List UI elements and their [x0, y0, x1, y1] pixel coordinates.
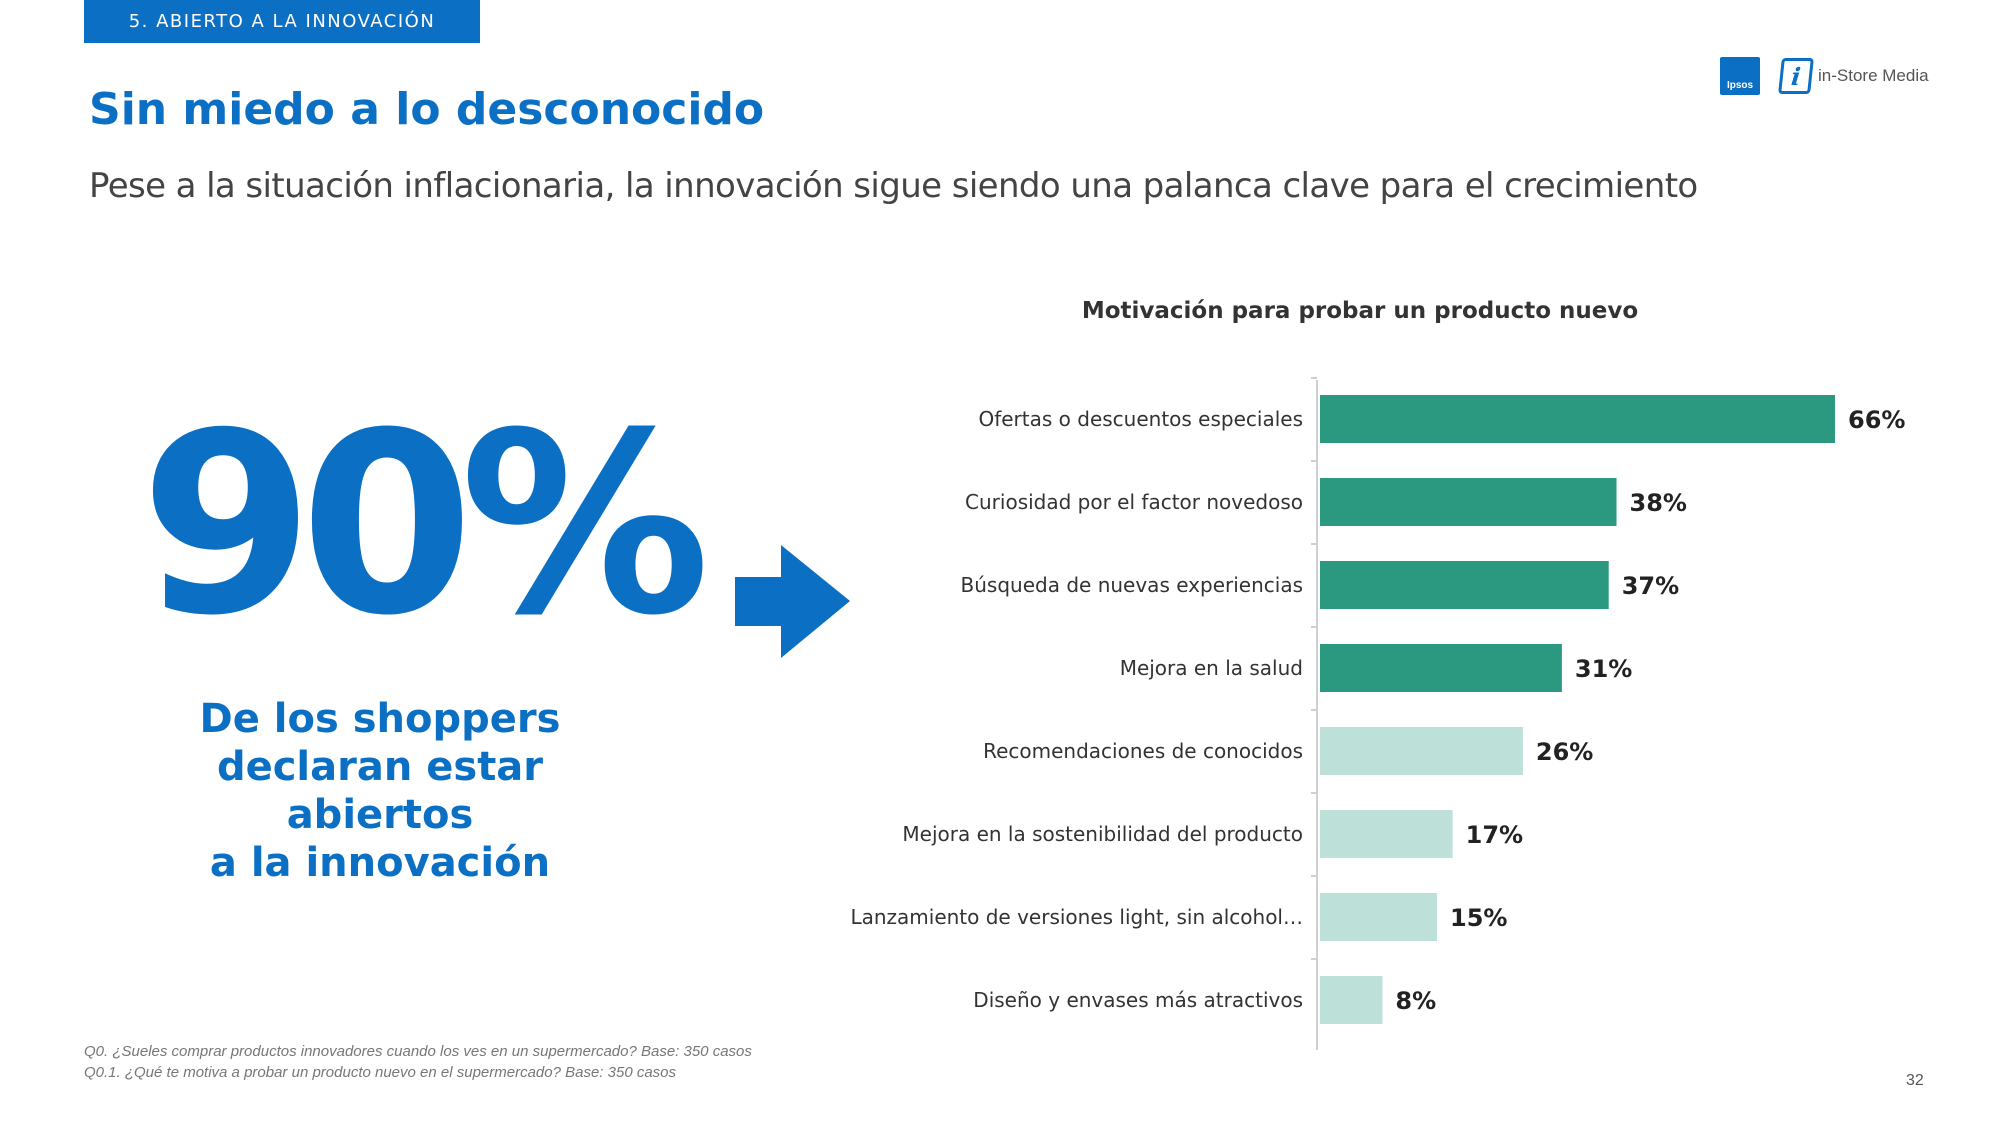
- footnote-q01: Q0.1. ¿Qué te motiva a probar un product…: [84, 1064, 677, 1081]
- page-title: Sin miedo a lo desconocido: [89, 84, 765, 135]
- bar: [1320, 976, 1383, 1024]
- arrow-right-icon: [735, 545, 850, 658]
- footnote-q0: Q0. ¿Sueles comprar productos innovadore…: [84, 1043, 752, 1060]
- page-number: 32: [1906, 1072, 1924, 1089]
- category-label: Recomendaciones de conocidos: [983, 739, 1303, 763]
- bar-chart: Ofertas o descuentos especiales 66% Curios…: [850, 377, 1905, 1050]
- data-label: 8%: [1395, 987, 1436, 1015]
- category-label: Mejora en la sostenibilidad del producto: [902, 822, 1303, 846]
- bar: [1320, 561, 1609, 609]
- highlight-description: De los shoppers declaran estar abiertos …: [130, 695, 630, 887]
- partner-logos: Ipsos i in-Store Media: [1720, 56, 1929, 96]
- highlight-percentage: 90%: [140, 379, 710, 670]
- chart-title: Motivación para probar un producto nuevo: [1081, 298, 1639, 324]
- category-label: Ofertas o descuentos especiales: [978, 407, 1303, 431]
- bar: [1320, 810, 1453, 858]
- category-label: Diseño y envases más atractivos: [973, 988, 1303, 1012]
- highlight-line-3: a la innovación: [209, 840, 551, 886]
- bar: [1320, 893, 1438, 941]
- ipsos-logo-text: Ipsos: [1726, 80, 1754, 91]
- category-label: Mejora en la salud: [1120, 656, 1303, 680]
- data-label: 26%: [1536, 738, 1593, 766]
- highlight-line-2: declaran estar abiertos: [216, 744, 544, 838]
- category-label: Curiosidad por el factor novedoso: [965, 490, 1303, 514]
- page-subtitle: Pese a la situación inflacionaria, la in…: [89, 166, 1698, 206]
- data-label: 31%: [1575, 655, 1632, 683]
- data-label: 38%: [1630, 489, 1687, 517]
- bar: [1320, 727, 1523, 775]
- ipsos-logo: Ipsos: [1720, 57, 1760, 95]
- category-label: Lanzamiento de versiones light, sin alco…: [850, 905, 1303, 929]
- bar: [1320, 478, 1617, 526]
- data-label: 37%: [1622, 572, 1679, 600]
- bar: [1320, 644, 1562, 692]
- instore-logo-text: in-Store Media: [1818, 66, 1929, 85]
- bar: [1320, 395, 1835, 443]
- section-tag: 5. ABIERTO A LA INNOVACIÓN: [84, 0, 480, 43]
- instore-logo: i in-Store Media: [1778, 58, 1929, 94]
- highlight-line-1: De los shoppers: [199, 696, 561, 742]
- instore-i-icon: i: [1778, 58, 1814, 94]
- category-label: Búsqueda de nuevas experiencias: [961, 573, 1303, 597]
- data-label: 17%: [1466, 821, 1523, 849]
- data-label: 66%: [1848, 406, 1905, 434]
- data-label: 15%: [1450, 904, 1507, 932]
